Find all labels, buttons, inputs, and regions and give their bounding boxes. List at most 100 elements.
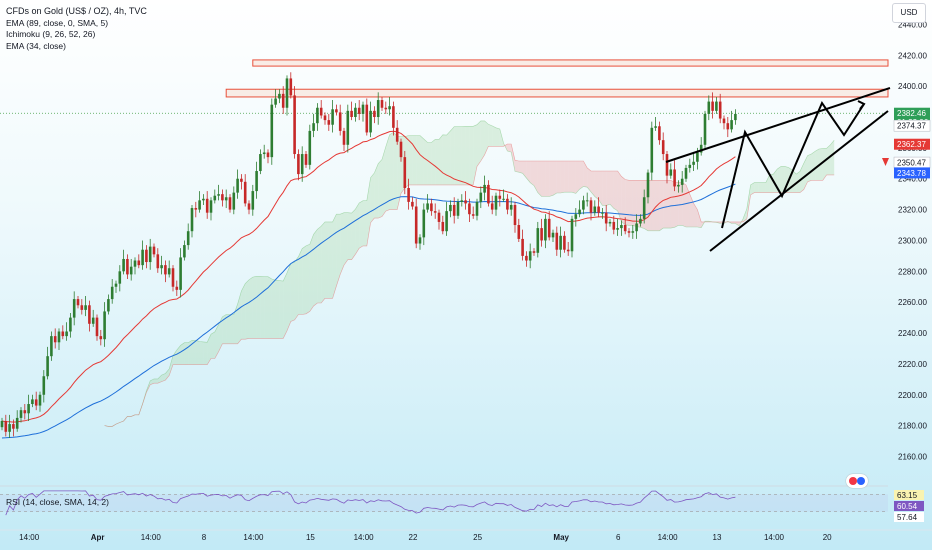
candle-body: [498, 195, 502, 199]
candle-body: [221, 194, 224, 201]
candle-body: [627, 231, 631, 233]
candle-body: [703, 113, 707, 145]
candle-body: [297, 154, 300, 175]
cloud-segment: [176, 345, 181, 365]
candle-body: [141, 249, 144, 266]
candle: [376, 92, 380, 125]
cloud-segment: [537, 160, 542, 197]
candle-body: [555, 232, 559, 250]
time-tick-label: Apr: [91, 533, 105, 542]
candle: [433, 203, 437, 219]
candle: [620, 220, 623, 236]
candle: [399, 138, 403, 162]
ema89-legend[interactable]: EMA (89, close, 0, SMA, 5): [6, 17, 109, 28]
candle-body: [468, 203, 471, 215]
candle-body: [513, 204, 517, 226]
price-axis: 2440.002420.002400.002380.002360.002340.…: [893, 20, 931, 522]
price-tick-label: 2220.00: [898, 360, 927, 369]
candle: [563, 231, 566, 253]
rsi-legend[interactable]: RSI (14, close, SMA, 14, 2): [6, 497, 109, 507]
ichimoku-legend[interactable]: Ichimoku (9, 26, 52, 26): [6, 29, 96, 39]
ema34-legend[interactable]: EMA (34, close): [6, 40, 66, 51]
candle: [228, 194, 232, 213]
candle: [540, 218, 543, 247]
cloud-segment: [249, 277, 253, 339]
candle-body: [285, 78, 289, 108]
price-tick-label: 2280.00: [898, 267, 927, 276]
cloud-segment: [226, 314, 230, 344]
candle: [213, 189, 217, 204]
price-label-ema34: 2362.37: [894, 138, 930, 150]
candle: [122, 249, 125, 275]
time-tick-label: 25: [473, 533, 482, 542]
candle: [164, 260, 167, 283]
rsi-label-box: [894, 490, 924, 500]
candle-body: [616, 228, 619, 230]
cloud-segment: [575, 160, 580, 194]
price-label-value: 2350.47: [897, 159, 926, 168]
candle-body: [464, 200, 467, 204]
cloud-segment: [670, 180, 675, 229]
candle-body: [266, 152, 270, 158]
candle-body: [589, 200, 593, 213]
cloud-segment: [480, 120, 485, 161]
candle-body: [452, 204, 456, 216]
time-tick-label: 14:00: [243, 533, 264, 542]
ema89-line: [1, 183, 736, 439]
cloud-segment: [214, 324, 219, 359]
candle: [255, 161, 258, 199]
candle-body: [730, 120, 733, 130]
cloud-segment: [667, 180, 671, 229]
candle-body: [669, 169, 673, 176]
cloud-segment: [199, 341, 204, 365]
candle-body: [300, 154, 304, 175]
cloud-segment: [735, 221, 740, 226]
candle: [316, 103, 319, 131]
candle: [27, 394, 30, 421]
candle: [12, 419, 15, 437]
cloud-segment: [363, 200, 367, 246]
candle: [160, 255, 163, 275]
candle: [612, 215, 616, 235]
cloud-segment: [154, 378, 158, 384]
candle-body: [395, 127, 399, 142]
currency-button[interactable]: USD: [892, 3, 926, 23]
candle-body: [69, 317, 72, 332]
candle: [50, 331, 53, 361]
candle: [684, 164, 688, 182]
candle-body: [12, 424, 15, 429]
cloud-segment: [515, 160, 519, 173]
rsi-value-label: 57.64: [894, 512, 924, 522]
candle-body: [433, 211, 437, 213]
candle: [338, 104, 342, 136]
candle: [639, 214, 642, 227]
candle-body: [494, 195, 498, 210]
symbol-title[interactable]: CFDs on Gold (US$ / OZ), 4h, TVC: [6, 6, 147, 16]
cloud-segment: [423, 139, 428, 185]
candle-body: [137, 260, 141, 266]
rsi-line: [5, 490, 736, 516]
candle-body: [50, 336, 53, 357]
candle-body: [8, 424, 11, 432]
candle-body: [228, 197, 232, 210]
cloud-segment: [807, 154, 812, 182]
candle: [506, 194, 509, 215]
candle-body: [631, 231, 635, 233]
candle: [658, 121, 661, 145]
cloud-segment: [173, 350, 177, 365]
candle: [217, 184, 220, 201]
candle-body: [551, 232, 555, 238]
candle-body: [23, 410, 27, 414]
candle: [707, 95, 711, 121]
events-badge-icon[interactable]: [846, 474, 868, 488]
candle: [350, 101, 353, 121]
candle: [179, 248, 182, 298]
time-tick-label: 14:00: [141, 533, 162, 542]
candle-body: [274, 98, 277, 105]
cloud-segment: [317, 226, 322, 303]
candle: [251, 184, 255, 216]
candle: [46, 346, 49, 380]
cloud-segment: [355, 203, 360, 255]
cloud-segment: [663, 180, 667, 229]
